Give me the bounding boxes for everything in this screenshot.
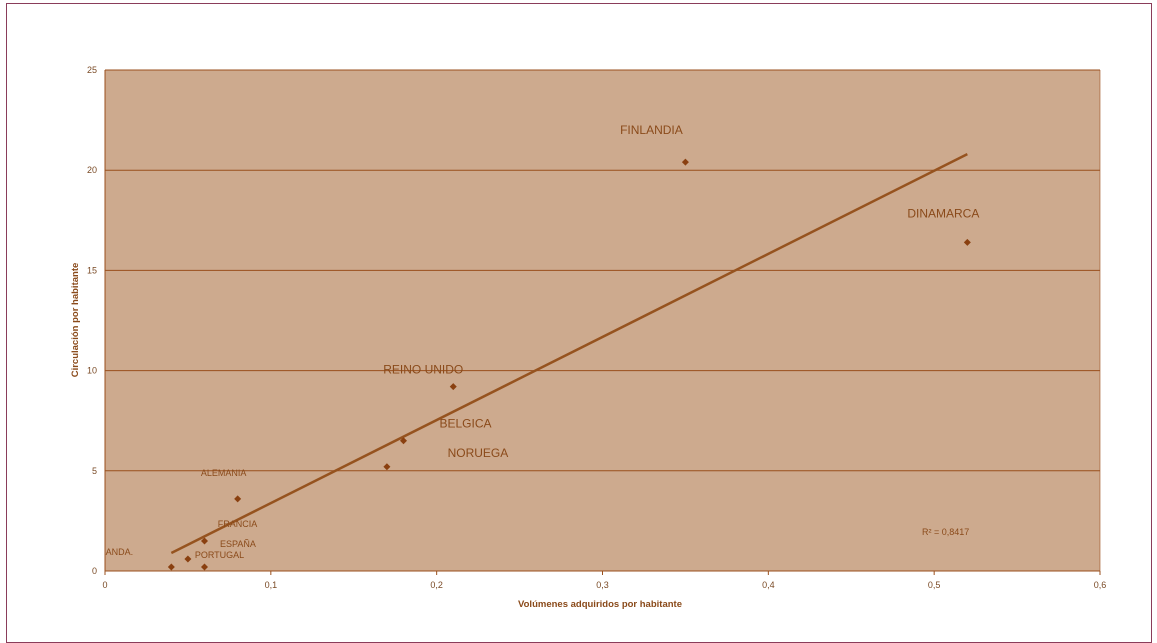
point-label: ALEMANIA bbox=[201, 468, 247, 478]
data-point bbox=[234, 495, 242, 503]
y-tick-label: 20 bbox=[87, 165, 97, 175]
point-label: FRANCIA bbox=[218, 519, 258, 529]
data-point bbox=[400, 437, 407, 445]
point-label: ESPAÑA bbox=[220, 539, 256, 549]
y-tick-label: 0 bbox=[92, 566, 97, 576]
x-tick-label: 0,2 bbox=[430, 580, 443, 590]
trendline bbox=[170, 153, 968, 555]
data-points bbox=[167, 158, 971, 571]
plot-area bbox=[105, 70, 1100, 571]
data-point bbox=[681, 158, 689, 166]
data-point bbox=[383, 463, 391, 471]
r-squared-annotation: R² = 0,8417 bbox=[922, 527, 969, 537]
point-labels: FINLANDIA DINAMARCA REINO UNIDO BELGICA NORU… bbox=[106, 123, 980, 560]
point-label: FINLANDIA bbox=[620, 123, 683, 137]
x-tick-label: 0,5 bbox=[928, 580, 941, 590]
point-label: DINAMARCA bbox=[907, 206, 979, 220]
point-label: REINO UNIDO bbox=[383, 363, 463, 377]
data-point bbox=[963, 238, 971, 246]
x-tick-label: 0,4 bbox=[762, 580, 775, 590]
y-tick-label: 10 bbox=[87, 366, 97, 376]
data-point bbox=[167, 563, 175, 571]
y-tick-label: 5 bbox=[92, 466, 97, 476]
point-label: PORTUGAL bbox=[195, 550, 244, 560]
x-tick-labels: 0 0,1 0,2 0,3 0,4 0,5 0,6 bbox=[102, 580, 1106, 590]
point-label: NORUEGA bbox=[448, 446, 509, 460]
x-tick-label: 0,3 bbox=[596, 580, 609, 590]
point-label: ANDA. bbox=[106, 547, 134, 557]
scatter-chart: 0 0,1 0,2 0,3 0,4 0,5 0,6 0 5 10 15 20 25 FINLANDIA… bbox=[70, 65, 1106, 610]
y-axis-title: Circulación por habitante bbox=[70, 263, 81, 378]
point-label: BELGICA bbox=[439, 417, 491, 431]
x-tick-label: 0,1 bbox=[265, 580, 278, 590]
data-point bbox=[184, 555, 192, 563]
x-tick-label: 0 bbox=[102, 580, 107, 590]
y-tick-label: 25 bbox=[87, 65, 97, 75]
data-point bbox=[449, 383, 457, 391]
y-tick-labels: 0 5 10 15 20 25 bbox=[87, 65, 97, 576]
data-point bbox=[201, 563, 208, 571]
x-axis-title: Volúmenes adquiridos por habitante bbox=[518, 599, 682, 610]
data-point bbox=[201, 537, 208, 545]
y-tick-label: 15 bbox=[87, 265, 97, 275]
x-tick-label: 0,6 bbox=[1094, 580, 1107, 590]
